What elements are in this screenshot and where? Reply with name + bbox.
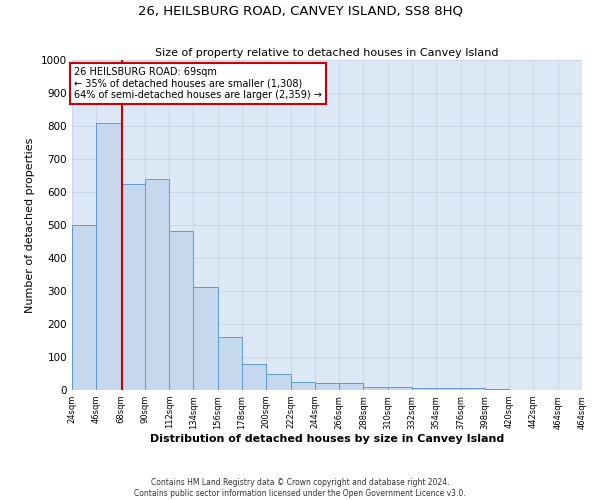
Text: 26, HEILSBURG ROAD, CANVEY ISLAND, SS8 8HQ: 26, HEILSBURG ROAD, CANVEY ISLAND, SS8 8… — [137, 5, 463, 18]
Text: 26 HEILSBURG ROAD: 69sqm
← 35% of detached houses are smaller (1,308)
64% of sem: 26 HEILSBURG ROAD: 69sqm ← 35% of detach… — [74, 66, 322, 100]
Bar — [72, 225, 96, 390]
Title: Size of property relative to detached houses in Canvey Island: Size of property relative to detached ho… — [155, 48, 499, 58]
Bar — [461, 388, 485, 390]
Bar — [436, 388, 461, 390]
Bar — [266, 374, 290, 390]
Bar — [218, 336, 242, 390]
Bar — [169, 230, 193, 390]
Bar — [290, 382, 315, 390]
Bar — [193, 287, 218, 390]
Bar — [388, 388, 412, 390]
Bar — [242, 364, 266, 390]
Bar — [364, 386, 388, 390]
Y-axis label: Number of detached properties: Number of detached properties — [25, 138, 35, 312]
Bar — [485, 389, 509, 390]
Bar — [339, 384, 364, 390]
Bar — [121, 184, 145, 390]
Bar — [315, 384, 339, 390]
Bar — [412, 388, 436, 390]
X-axis label: Distribution of detached houses by size in Canvey Island: Distribution of detached houses by size … — [150, 434, 504, 444]
Bar — [145, 180, 169, 390]
Bar — [96, 122, 121, 390]
Text: Contains HM Land Registry data © Crown copyright and database right 2024.
Contai: Contains HM Land Registry data © Crown c… — [134, 478, 466, 498]
